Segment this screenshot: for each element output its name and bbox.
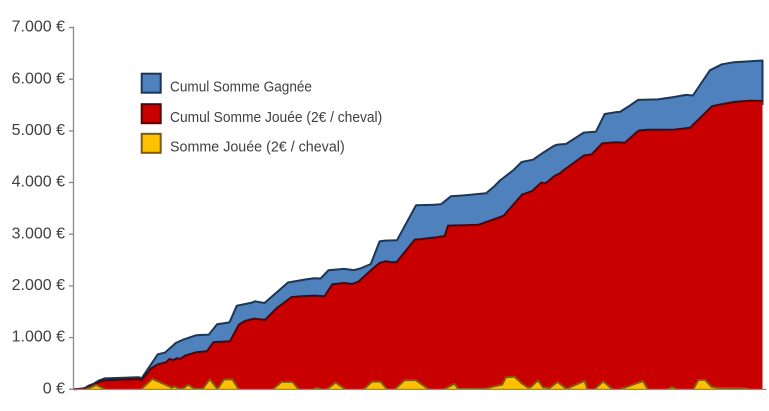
svg-text:4.000 €: 4.000 € <box>12 174 65 191</box>
svg-text:3.000 €: 3.000 € <box>12 225 65 242</box>
svg-text:Cumul Somme Gagnée: Cumul Somme Gagnée <box>170 79 312 96</box>
svg-text:5.000 €: 5.000 € <box>12 122 65 139</box>
svg-text:6.000 €: 6.000 € <box>12 70 65 87</box>
svg-text:0 €: 0 € <box>43 380 65 397</box>
svg-text:2.000 €: 2.000 € <box>12 277 65 294</box>
svg-text:7.000 €: 7.000 € <box>12 19 65 36</box>
svg-text:1.000 €: 1.000 € <box>12 329 65 346</box>
svg-text:Cumul Somme Jouée (2€ / cheval: Cumul Somme Jouée (2€ / cheval) <box>170 109 382 126</box>
svg-text:Somme Jouée (2€ / cheval): Somme Jouée (2€ / cheval) <box>170 138 345 155</box>
